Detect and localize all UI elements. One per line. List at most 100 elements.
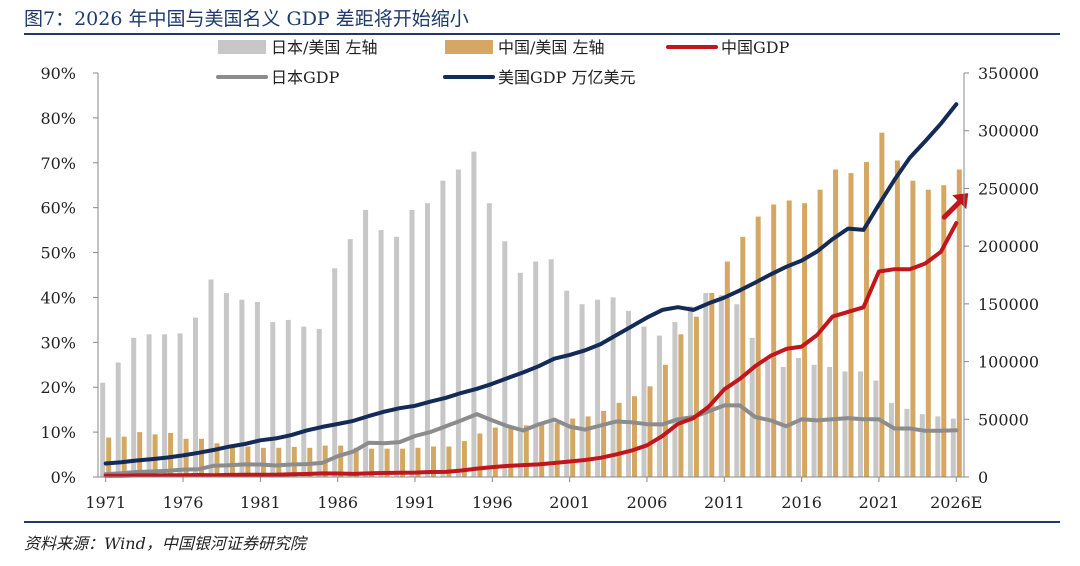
china-us-ratio-bar [585, 416, 591, 477]
china-us-ratio-bar [291, 446, 297, 477]
china-us-ratio-bar [570, 418, 576, 477]
japan-us-ratio-bar [440, 180, 446, 477]
x-axis-tick-label: 1976 [163, 493, 204, 512]
trend-arrow-shaft [941, 199, 962, 220]
japan-us-ratio-bar [626, 310, 631, 477]
japan-us-ratio-bar [193, 317, 198, 477]
china-us-ratio-bar [369, 448, 375, 477]
left-axis-tick-label: 60% [40, 199, 76, 218]
china-us-ratio-bar [260, 447, 266, 477]
japan-us-ratio-bar [888, 402, 894, 477]
china-us-ratio-bar [755, 216, 761, 477]
japan-us-ratio-bar [332, 268, 338, 477]
japan-us-ratio-bar [409, 209, 415, 477]
legend-label: 美国GDP 万亿美元 [498, 68, 635, 87]
china-us-ratio-bar [879, 132, 885, 477]
japan-us-ratio-bar [363, 209, 369, 477]
japan-us-ratio-bar [687, 306, 693, 477]
japan-us-ratio-bar [780, 367, 786, 477]
japan-us-ratio-bar [842, 371, 848, 477]
x-axis-tick-label: 1981 [240, 493, 281, 512]
japan-us-ratio-bar [734, 304, 740, 477]
japan-us-ratio-bar [239, 299, 245, 477]
japan-us-ratio-bar [610, 297, 616, 477]
left-axis-tick-label: 50% [40, 244, 76, 263]
china-us-ratio-bar [214, 443, 220, 477]
japan-us-ratio-bar [718, 295, 724, 477]
china-us-ratio-bar [245, 446, 251, 477]
legend-swatch [445, 40, 493, 54]
china-us-ratio-bar [446, 446, 452, 477]
china-us-ratio-bar [492, 427, 498, 477]
china-us-ratio-bar [894, 160, 900, 477]
china-us-ratio-bar [106, 437, 112, 477]
japan-us-ratio-bar [254, 301, 260, 477]
china-us-ratio-bar [647, 386, 653, 477]
japan-us-ratio-bar [146, 334, 152, 477]
japan-us-ratio-bar [131, 337, 137, 477]
japan-us-ratio-bar [919, 414, 925, 477]
left-axis-tick-label: 0% [51, 468, 76, 487]
x-axis-tick-label: 2006 [627, 493, 668, 512]
japan-us-ratio-bar [641, 326, 647, 477]
japan-us-ratio-bar [749, 337, 755, 477]
x-axis-tick-label: 2021 [859, 493, 900, 512]
china-us-ratio-bar [523, 425, 529, 477]
china-us-ratio-bar [632, 396, 637, 477]
x-axis-tick-label: 2026E [930, 493, 982, 512]
china-us-ratio-bar [338, 445, 344, 477]
japan-us-ratio-bar [656, 335, 662, 477]
japan-us-ratio-bar [208, 279, 214, 477]
china-us-ratio-bar [616, 402, 622, 477]
china-us-ratio-bar [152, 434, 158, 477]
japan-us-ratio-bar [301, 326, 307, 477]
japan-us-ratio-bar [347, 239, 353, 477]
china-us-ratio-bar [864, 161, 869, 477]
right-axis-tick-label: 100000 [978, 353, 1039, 372]
japan-us-ratio-bar [285, 319, 291, 477]
china-us-ratio-bar [771, 204, 777, 477]
japan-us-ratio-bar [703, 293, 709, 477]
source-note: 资料来源：Wind，中国银河证券研究院 [24, 534, 306, 553]
japan-us-ratio-bar [378, 230, 384, 477]
china-us-ratio-bar [168, 433, 174, 477]
left-axis-tick-label: 70% [40, 154, 76, 173]
china-us-ratio-bar [183, 438, 189, 477]
china-us-ratio-bar [724, 261, 730, 477]
china-us-ratio-bar [400, 448, 406, 477]
chart-title: 图7：2026 年中国与美国名义 GDP 差距将开始缩小 [24, 8, 469, 30]
china-us-ratio-bar [678, 334, 684, 477]
china-us-ratio-bar [956, 169, 962, 477]
china-us-ratio-bar [137, 432, 143, 477]
japan-us-ratio-bar [394, 236, 400, 477]
left-axis-tick-label: 90% [40, 64, 76, 83]
x-axis-tick-label: 1986 [317, 493, 358, 512]
china-us-ratio-bar [786, 200, 792, 477]
japan-us-ratio-bar [270, 322, 276, 477]
china-us-ratio-bar [709, 293, 715, 477]
china-us-ratio-bar [554, 423, 560, 477]
us-gdp-line [103, 102, 959, 466]
x-axis-tick-label: 2011 [704, 493, 745, 512]
china-us-ratio-bar [693, 316, 699, 477]
china-us-ratio-bar [662, 364, 668, 477]
japan-gdp-line [103, 403, 959, 477]
japan-us-ratio-bar [858, 371, 863, 477]
china-us-ratio-bar [121, 436, 127, 477]
right-axis-tick-label: 200000 [978, 237, 1039, 256]
legend-label: 中国GDP [721, 38, 790, 57]
left-axis-tick-label: 40% [40, 288, 76, 307]
china-us-ratio-bar [508, 427, 514, 477]
japan-us-ratio-bar [316, 328, 322, 477]
right-axis-tick-label: 0 [978, 468, 988, 487]
left-axis-tick-label: 80% [40, 109, 76, 128]
japan-us-ratio-bar [564, 290, 570, 477]
japan-us-ratio-bar [177, 333, 183, 477]
china-us-ratio-bar [740, 236, 746, 477]
legend-label: 日本GDP [271, 68, 340, 87]
china-us-ratio-bar [910, 180, 916, 477]
legend-label: 中国/美国 左轴 [498, 38, 604, 57]
japan-us-ratio-bar [455, 169, 461, 477]
china-us-ratio-bar [384, 448, 390, 477]
